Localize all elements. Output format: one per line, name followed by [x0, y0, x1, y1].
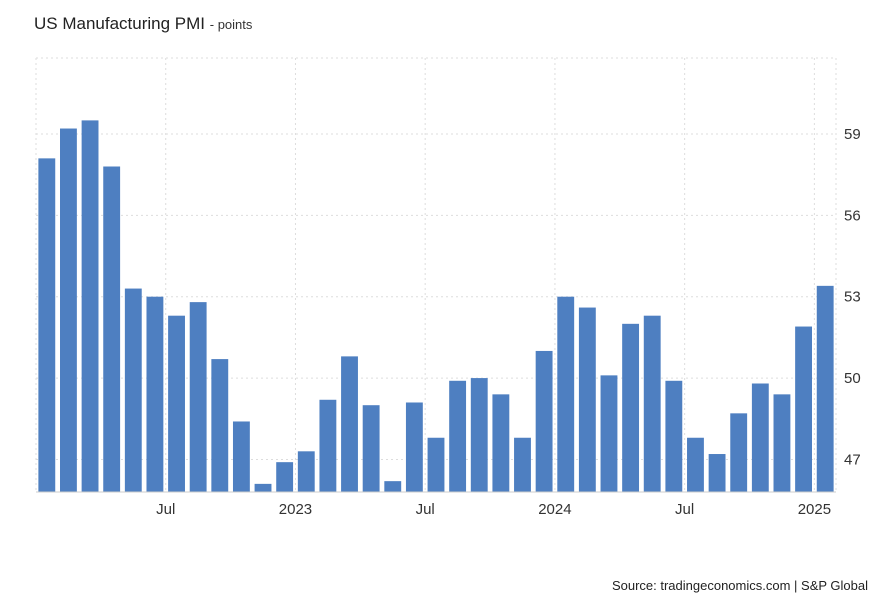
bar	[189, 302, 207, 492]
bar	[751, 383, 769, 492]
bar	[81, 120, 99, 492]
chart-title-block: US Manufacturing PMI - points	[34, 14, 252, 34]
y-tick-label: 59	[844, 126, 861, 143]
bar	[514, 437, 531, 492]
bar	[405, 402, 423, 492]
bar	[795, 326, 812, 492]
x-tick-label: Jul	[675, 501, 694, 518]
bar	[146, 296, 164, 492]
bar	[168, 315, 185, 492]
bar	[276, 462, 294, 492]
chart-title: US Manufacturing PMI	[34, 14, 206, 33]
chart-unit-label: - points	[209, 17, 253, 32]
bar	[492, 394, 510, 492]
y-tick-label: 56	[844, 207, 861, 224]
bar	[341, 356, 358, 492]
bar	[38, 158, 56, 493]
grid-layer	[35, 57, 837, 492]
bar	[319, 399, 337, 492]
bar	[297, 451, 315, 492]
x-tick-label: Jul	[156, 501, 175, 518]
bar	[578, 307, 596, 492]
bar	[773, 394, 791, 492]
bar	[730, 413, 748, 492]
bar	[384, 481, 402, 492]
bar	[449, 380, 467, 492]
bar	[103, 166, 121, 492]
bar	[665, 380, 683, 492]
bar-layer	[38, 120, 834, 493]
bar	[211, 359, 229, 492]
y-tick-label: 47	[844, 451, 861, 468]
x-tick-label: 2024	[538, 501, 571, 518]
source-attribution: Source: tradingeconomics.com | S&P Globa…	[611, 578, 868, 593]
bar	[535, 350, 553, 492]
bar	[362, 405, 380, 492]
bar	[708, 454, 726, 492]
bar	[232, 421, 250, 492]
bar	[622, 323, 640, 492]
y-tick-label: 50	[844, 370, 861, 387]
bar	[60, 128, 77, 492]
x-tick-label: 2025	[798, 501, 831, 518]
bar	[643, 315, 661, 492]
x-tick-label: 2023	[279, 501, 312, 518]
bar	[557, 296, 575, 492]
bar	[427, 437, 445, 492]
bar	[600, 375, 618, 492]
y-axis-ticks: 47 50 53 56 59	[844, 126, 861, 469]
x-axis-ticks: Jul 2023 Jul 2024 Jul 2025	[156, 501, 831, 518]
y-tick-label: 53	[844, 289, 861, 306]
x-tick-label: Jul	[416, 501, 435, 518]
bar	[470, 378, 488, 492]
bar	[124, 288, 142, 492]
bar	[687, 437, 704, 492]
bar	[254, 483, 272, 492]
bar	[816, 285, 834, 492]
